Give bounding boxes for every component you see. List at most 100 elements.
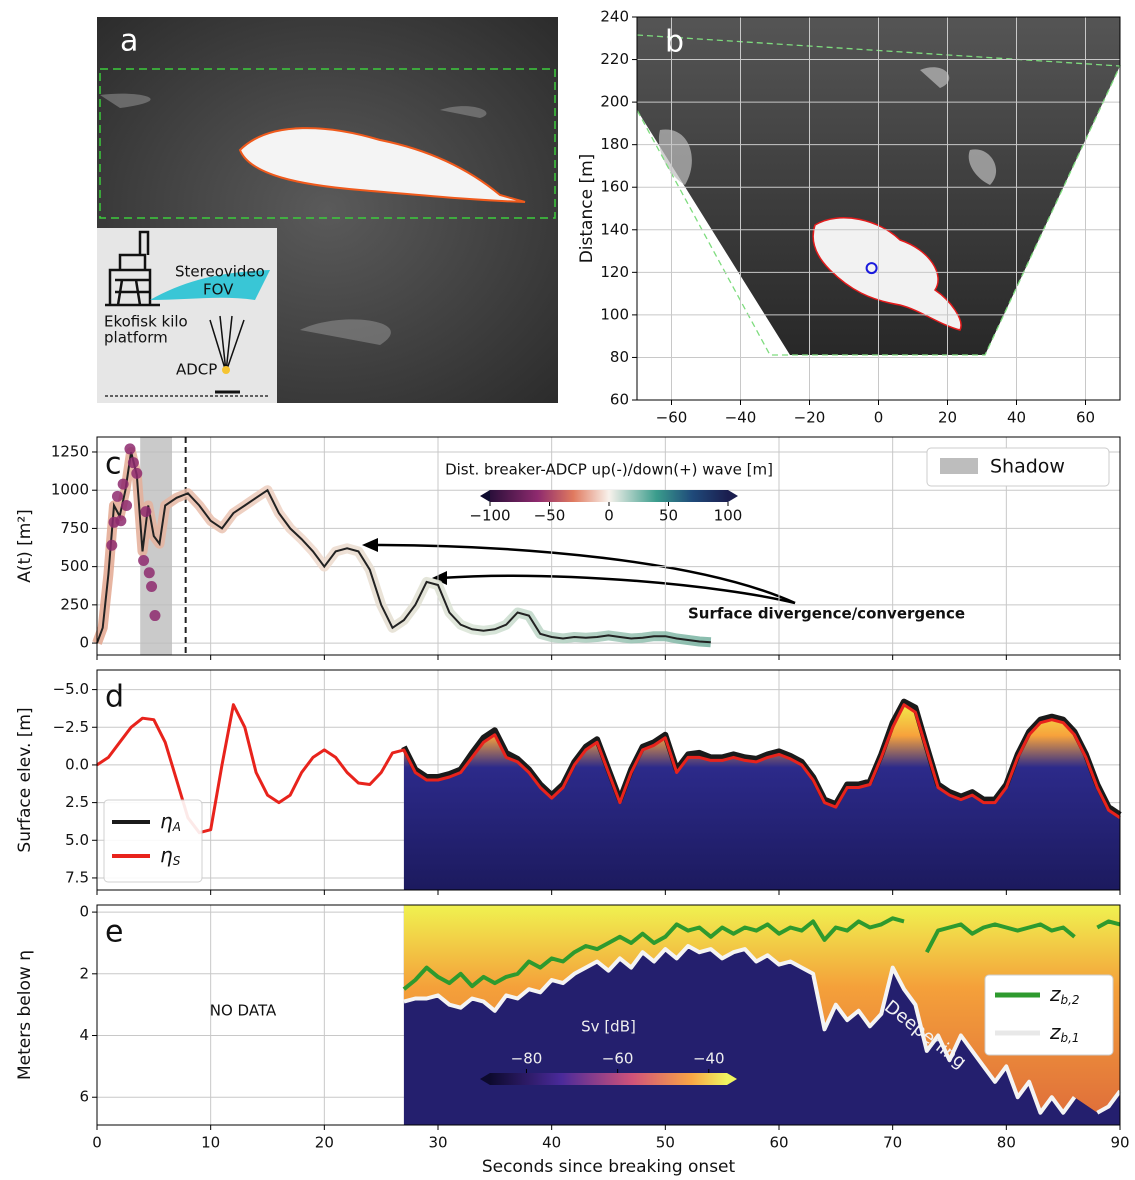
panel-label: c <box>105 447 122 482</box>
colorbar <box>490 1073 727 1085</box>
y-tick-label: 240 <box>600 8 629 26</box>
x-tick-label: 30 <box>428 1134 447 1152</box>
x-tick-label: 40 <box>1007 409 1026 427</box>
y-tick-label: 1000 <box>51 481 89 499</box>
colorbar-tick-label: 100 <box>714 507 743 525</box>
point <box>111 490 123 502</box>
x-tick-label: −20 <box>794 409 826 427</box>
legend-label: zb,2 <box>1049 982 1080 1007</box>
colorbar-tick-label: 50 <box>659 507 678 525</box>
line <box>96 451 711 644</box>
plot-frame <box>96 669 1121 891</box>
inset-label: Ekofisk kilo <box>104 313 188 331</box>
colorbar-tick-label: −50 <box>534 507 566 525</box>
colorbar-tick-label: −60 <box>602 1050 634 1068</box>
backscatter-fill <box>403 701 1120 890</box>
x-tick-label: 80 <box>997 1134 1016 1152</box>
x-tick-label: 60 <box>1076 409 1095 427</box>
x-tick-label: 20 <box>938 409 957 427</box>
colorbar-extend <box>480 490 490 502</box>
photo-panel: a Stereovideo FOV Ekofisk kilo platform … <box>97 17 558 403</box>
legend-box <box>103 799 203 883</box>
x-tick-label: 0 <box>874 409 884 427</box>
y-tick-label: 140 <box>600 220 629 238</box>
x-tick-label: 90 <box>1110 1134 1129 1152</box>
point <box>117 478 129 490</box>
point <box>143 567 155 579</box>
y-tick-label: −2.5 <box>53 718 89 736</box>
y-tick-label: 100 <box>600 305 629 323</box>
point <box>115 515 127 527</box>
y-tick-label: 6 <box>79 1088 89 1106</box>
y-axis-label: Meters below η <box>15 950 35 1080</box>
inset-label: platform <box>104 329 168 347</box>
colorbar-tick-label: −40 <box>693 1050 725 1068</box>
y-tick-label: 250 <box>60 595 89 613</box>
colorbar-tick-label: −80 <box>511 1050 543 1068</box>
legend-box <box>984 974 1114 1056</box>
colorbar-label: Sv [dB] <box>581 1018 636 1036</box>
point <box>138 555 150 567</box>
colorbar-label: Dist. breaker-ADCP up(-)/down(+) wave [m… <box>445 461 773 479</box>
colorbar <box>490 490 728 502</box>
colorbar-tick-label: −100 <box>469 507 510 525</box>
point <box>124 443 136 455</box>
y-tick-label: 4 <box>79 1026 89 1044</box>
panel-label: d <box>105 680 124 715</box>
y-tick-label: 2.5 <box>65 793 89 811</box>
plot-frame <box>636 16 1121 401</box>
line-halo <box>92 447 712 648</box>
inset-label: ADCP <box>176 361 217 379</box>
legend-label: zb,1 <box>1049 1020 1080 1045</box>
y-tick-label: 220 <box>600 50 629 68</box>
point <box>106 539 118 551</box>
annotation-arrows <box>362 538 796 605</box>
x-tick-label: 70 <box>883 1134 902 1152</box>
y-axis-label: Surface elev. [m] <box>15 707 35 852</box>
x-tick-label: −60 <box>656 409 688 427</box>
backscatter-fill <box>403 905 1120 1113</box>
x-tick-label: 0 <box>92 1134 102 1152</box>
x-axis-label: Seconds since breaking onset <box>482 1157 736 1177</box>
legend-box <box>926 447 1110 487</box>
panel-label: e <box>105 915 123 950</box>
annotation: Surface divergence/convergence <box>688 605 965 623</box>
colorbar-extend <box>728 490 738 502</box>
point <box>146 581 158 593</box>
y-tick-label: 60 <box>610 391 629 409</box>
y-tick-label: 7.5 <box>65 868 89 886</box>
line <box>402 916 1121 991</box>
y-tick-label: 1250 <box>51 442 89 460</box>
y-tick-label: 750 <box>60 519 89 537</box>
point <box>121 499 133 511</box>
point <box>140 506 152 518</box>
point <box>149 610 161 622</box>
panel-label: a <box>120 24 138 59</box>
colorbar-tick-label: 0 <box>604 507 614 525</box>
y-tick-label: 0 <box>79 903 89 921</box>
colorbar-extend <box>480 1073 490 1085</box>
inset-label: Stereovideo <box>175 263 265 281</box>
panel-label: b <box>665 25 684 60</box>
y-axis-label: A(t) [m²] <box>15 509 35 583</box>
y-tick-label: 5.0 <box>65 831 89 849</box>
y-tick-label: 180 <box>600 135 629 153</box>
plot-frame <box>96 436 1121 656</box>
y-tick-label: 0 <box>79 634 89 652</box>
point <box>127 457 139 469</box>
legend-label: Shadow <box>990 456 1065 478</box>
y-tick-label: 0.0 <box>65 755 89 773</box>
x-tick-label: −40 <box>725 409 757 427</box>
marker <box>865 262 878 275</box>
legend-label: ηS <box>160 843 181 868</box>
x-tick-label: 10 <box>201 1134 220 1152</box>
legend-label: ηA <box>160 809 181 834</box>
x-tick-label: 20 <box>315 1134 334 1152</box>
y-tick-label: 200 <box>600 93 629 111</box>
x-tick-label: 60 <box>769 1134 788 1152</box>
x-tick-label: 50 <box>656 1134 675 1152</box>
y-tick-label: 80 <box>610 348 629 366</box>
y-tick-label: 120 <box>600 263 629 281</box>
colorbar-extend <box>727 1073 737 1085</box>
